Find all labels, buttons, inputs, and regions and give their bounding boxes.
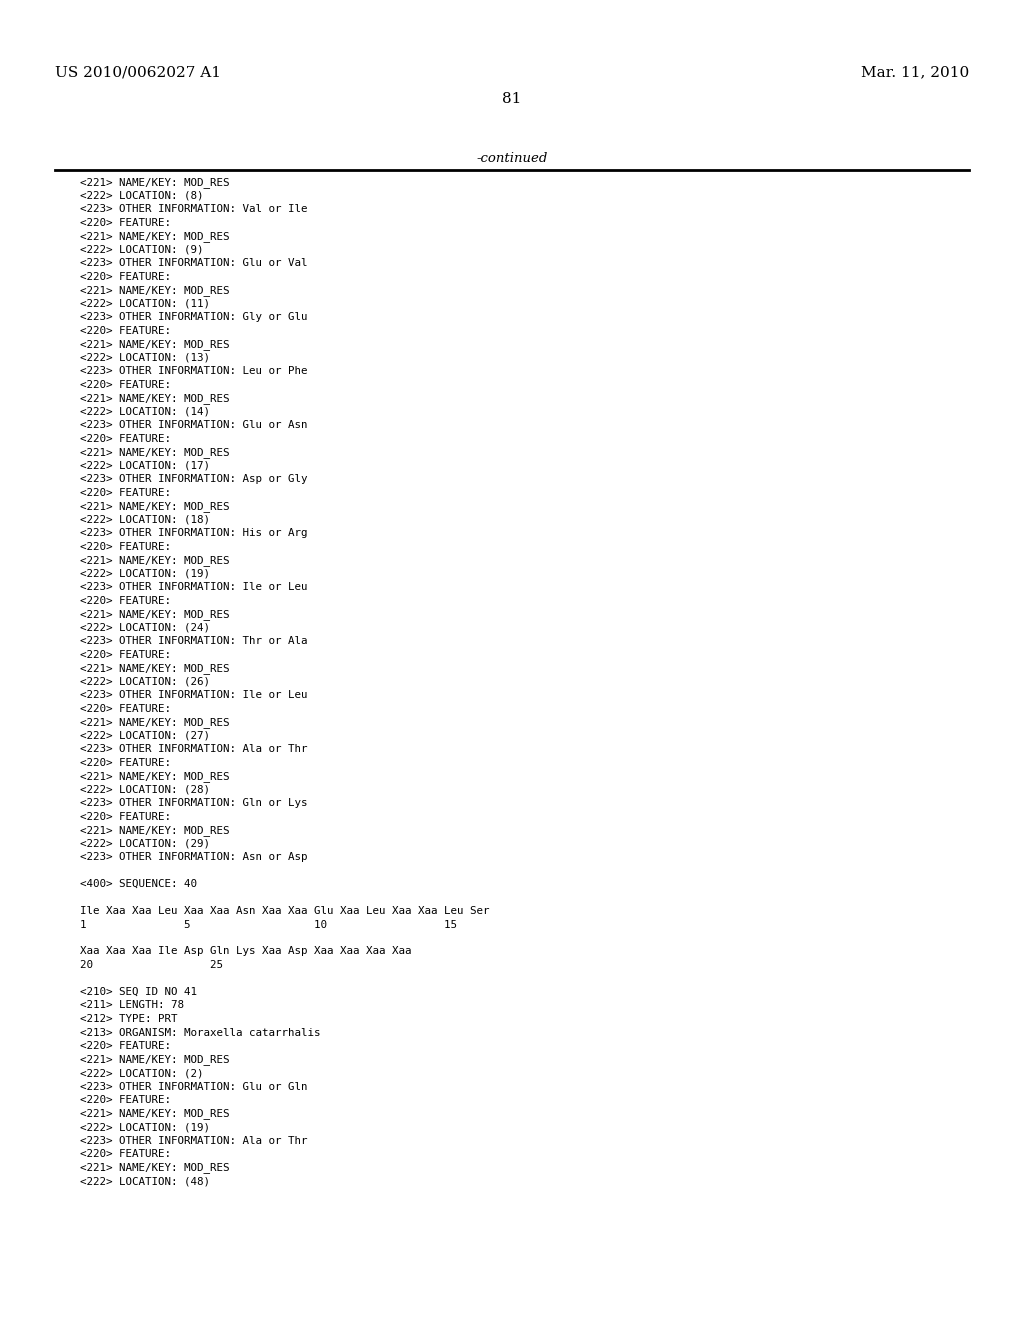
Text: 81: 81	[503, 92, 521, 106]
Text: <221> NAME/KEY: MOD_RES: <221> NAME/KEY: MOD_RES	[80, 1055, 229, 1065]
Text: <222> LOCATION: (48): <222> LOCATION: (48)	[80, 1176, 210, 1185]
Text: <223> OTHER INFORMATION: Leu or Phe: <223> OTHER INFORMATION: Leu or Phe	[80, 366, 307, 376]
Text: <222> LOCATION: (18): <222> LOCATION: (18)	[80, 515, 210, 524]
Text: <223> OTHER INFORMATION: Asp or Gly: <223> OTHER INFORMATION: Asp or Gly	[80, 474, 307, 484]
Text: US 2010/0062027 A1: US 2010/0062027 A1	[55, 65, 221, 79]
Text: <222> LOCATION: (28): <222> LOCATION: (28)	[80, 784, 210, 795]
Text: Xaa Xaa Xaa Ile Asp Gln Lys Xaa Asp Xaa Xaa Xaa Xaa: Xaa Xaa Xaa Ile Asp Gln Lys Xaa Asp Xaa …	[80, 946, 412, 957]
Text: <220> FEATURE:: <220> FEATURE:	[80, 758, 171, 767]
Text: <220> FEATURE:: <220> FEATURE:	[80, 595, 171, 606]
Text: <400> SEQUENCE: 40: <400> SEQUENCE: 40	[80, 879, 197, 888]
Text: 20                  25: 20 25	[80, 960, 223, 970]
Text: <221> NAME/KEY: MOD_RES: <221> NAME/KEY: MOD_RES	[80, 1109, 229, 1119]
Text: <222> LOCATION: (13): <222> LOCATION: (13)	[80, 352, 210, 363]
Text: <223> OTHER INFORMATION: Ile or Leu: <223> OTHER INFORMATION: Ile or Leu	[80, 582, 307, 591]
Text: <221> NAME/KEY: MOD_RES: <221> NAME/KEY: MOD_RES	[80, 1163, 229, 1173]
Text: <220> FEATURE:: <220> FEATURE:	[80, 1041, 171, 1051]
Text: <222> LOCATION: (26): <222> LOCATION: (26)	[80, 676, 210, 686]
Text: <220> FEATURE:: <220> FEATURE:	[80, 541, 171, 552]
Text: <212> TYPE: PRT: <212> TYPE: PRT	[80, 1014, 177, 1024]
Text: <220> FEATURE:: <220> FEATURE:	[80, 649, 171, 660]
Text: <221> NAME/KEY: MOD_RES: <221> NAME/KEY: MOD_RES	[80, 285, 229, 296]
Text: <220> FEATURE:: <220> FEATURE:	[80, 272, 171, 281]
Text: <222> LOCATION: (27): <222> LOCATION: (27)	[80, 730, 210, 741]
Text: <220> FEATURE:: <220> FEATURE:	[80, 1096, 171, 1105]
Text: <222> LOCATION: (14): <222> LOCATION: (14)	[80, 407, 210, 417]
Text: <221> NAME/KEY: MOD_RES: <221> NAME/KEY: MOD_RES	[80, 447, 229, 458]
Text: <220> FEATURE:: <220> FEATURE:	[80, 487, 171, 498]
Text: <222> LOCATION: (24): <222> LOCATION: (24)	[80, 623, 210, 632]
Text: <222> LOCATION: (8): <222> LOCATION: (8)	[80, 190, 204, 201]
Text: <213> ORGANISM: Moraxella catarrhalis: <213> ORGANISM: Moraxella catarrhalis	[80, 1027, 321, 1038]
Text: <221> NAME/KEY: MOD_RES: <221> NAME/KEY: MOD_RES	[80, 825, 229, 836]
Text: <221> NAME/KEY: MOD_RES: <221> NAME/KEY: MOD_RES	[80, 771, 229, 781]
Text: <223> OTHER INFORMATION: Glu or Val: <223> OTHER INFORMATION: Glu or Val	[80, 257, 307, 268]
Text: <223> OTHER INFORMATION: Gln or Lys: <223> OTHER INFORMATION: Gln or Lys	[80, 799, 307, 808]
Text: <220> FEATURE:: <220> FEATURE:	[80, 812, 171, 821]
Text: <223> OTHER INFORMATION: Glu or Gln: <223> OTHER INFORMATION: Glu or Gln	[80, 1081, 307, 1092]
Text: <222> LOCATION: (2): <222> LOCATION: (2)	[80, 1068, 204, 1078]
Text: <211> LENGTH: 78: <211> LENGTH: 78	[80, 1001, 184, 1011]
Text: <223> OTHER INFORMATION: Val or Ile: <223> OTHER INFORMATION: Val or Ile	[80, 205, 307, 214]
Text: <221> NAME/KEY: MOD_RES: <221> NAME/KEY: MOD_RES	[80, 393, 229, 404]
Text: <220> FEATURE:: <220> FEATURE:	[80, 380, 171, 389]
Text: <223> OTHER INFORMATION: Ile or Leu: <223> OTHER INFORMATION: Ile or Leu	[80, 690, 307, 700]
Text: <221> NAME/KEY: MOD_RES: <221> NAME/KEY: MOD_RES	[80, 231, 229, 242]
Text: <210> SEQ ID NO 41: <210> SEQ ID NO 41	[80, 987, 197, 997]
Text: <221> NAME/KEY: MOD_RES: <221> NAME/KEY: MOD_RES	[80, 502, 229, 512]
Text: <220> FEATURE:: <220> FEATURE:	[80, 433, 171, 444]
Text: <221> NAME/KEY: MOD_RES: <221> NAME/KEY: MOD_RES	[80, 554, 229, 566]
Text: <222> LOCATION: (17): <222> LOCATION: (17)	[80, 461, 210, 470]
Text: Mar. 11, 2010: Mar. 11, 2010	[861, 65, 969, 79]
Text: <223> OTHER INFORMATION: His or Arg: <223> OTHER INFORMATION: His or Arg	[80, 528, 307, 539]
Text: <221> NAME/KEY: MOD_RES: <221> NAME/KEY: MOD_RES	[80, 663, 229, 675]
Text: <223> OTHER INFORMATION: Thr or Ala: <223> OTHER INFORMATION: Thr or Ala	[80, 636, 307, 645]
Text: <221> NAME/KEY: MOD_RES: <221> NAME/KEY: MOD_RES	[80, 717, 229, 727]
Text: <222> LOCATION: (19): <222> LOCATION: (19)	[80, 569, 210, 578]
Text: <222> LOCATION: (11): <222> LOCATION: (11)	[80, 298, 210, 309]
Text: -continued: -continued	[476, 152, 548, 165]
Text: <220> FEATURE:: <220> FEATURE:	[80, 326, 171, 335]
Text: <223> OTHER INFORMATION: Gly or Glu: <223> OTHER INFORMATION: Gly or Glu	[80, 312, 307, 322]
Text: <221> NAME/KEY: MOD_RES: <221> NAME/KEY: MOD_RES	[80, 339, 229, 350]
Text: <223> OTHER INFORMATION: Ala or Thr: <223> OTHER INFORMATION: Ala or Thr	[80, 744, 307, 754]
Text: <223> OTHER INFORMATION: Ala or Thr: <223> OTHER INFORMATION: Ala or Thr	[80, 1135, 307, 1146]
Text: <220> FEATURE:: <220> FEATURE:	[80, 704, 171, 714]
Text: <220> FEATURE:: <220> FEATURE:	[80, 218, 171, 227]
Text: <222> LOCATION: (19): <222> LOCATION: (19)	[80, 1122, 210, 1133]
Text: <222> LOCATION: (9): <222> LOCATION: (9)	[80, 244, 204, 255]
Text: <221> NAME/KEY: MOD_RES: <221> NAME/KEY: MOD_RES	[80, 609, 229, 620]
Text: 1               5                   10                  15: 1 5 10 15	[80, 920, 457, 929]
Text: <223> OTHER INFORMATION: Glu or Asn: <223> OTHER INFORMATION: Glu or Asn	[80, 420, 307, 430]
Text: <223> OTHER INFORMATION: Asn or Asp: <223> OTHER INFORMATION: Asn or Asp	[80, 851, 307, 862]
Text: <222> LOCATION: (29): <222> LOCATION: (29)	[80, 838, 210, 849]
Text: <220> FEATURE:: <220> FEATURE:	[80, 1148, 171, 1159]
Text: <221> NAME/KEY: MOD_RES: <221> NAME/KEY: MOD_RES	[80, 177, 229, 187]
Text: Ile Xaa Xaa Leu Xaa Xaa Asn Xaa Xaa Glu Xaa Leu Xaa Xaa Leu Ser: Ile Xaa Xaa Leu Xaa Xaa Asn Xaa Xaa Glu …	[80, 906, 489, 916]
